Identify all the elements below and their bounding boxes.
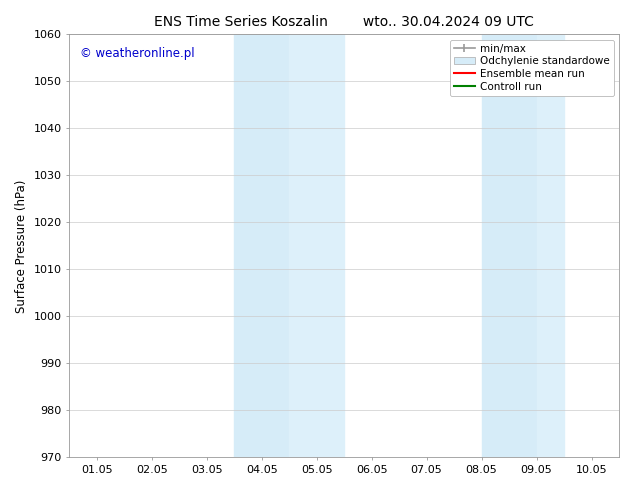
Text: © weatheronline.pl: © weatheronline.pl [81,47,195,60]
Title: ENS Time Series Koszalin        wto.. 30.04.2024 09 UTC: ENS Time Series Koszalin wto.. 30.04.202… [154,15,534,29]
Bar [536,34,564,457]
Y-axis label: Surface Pressure (hPa): Surface Pressure (hPa) [15,179,28,313]
Bar [234,34,289,457]
Bar [482,34,536,457]
Legend: min/max, Odchylenie standardowe, Ensemble mean run, Controll run: min/max, Odchylenie standardowe, Ensembl… [450,40,614,96]
Bar [289,34,344,457]
